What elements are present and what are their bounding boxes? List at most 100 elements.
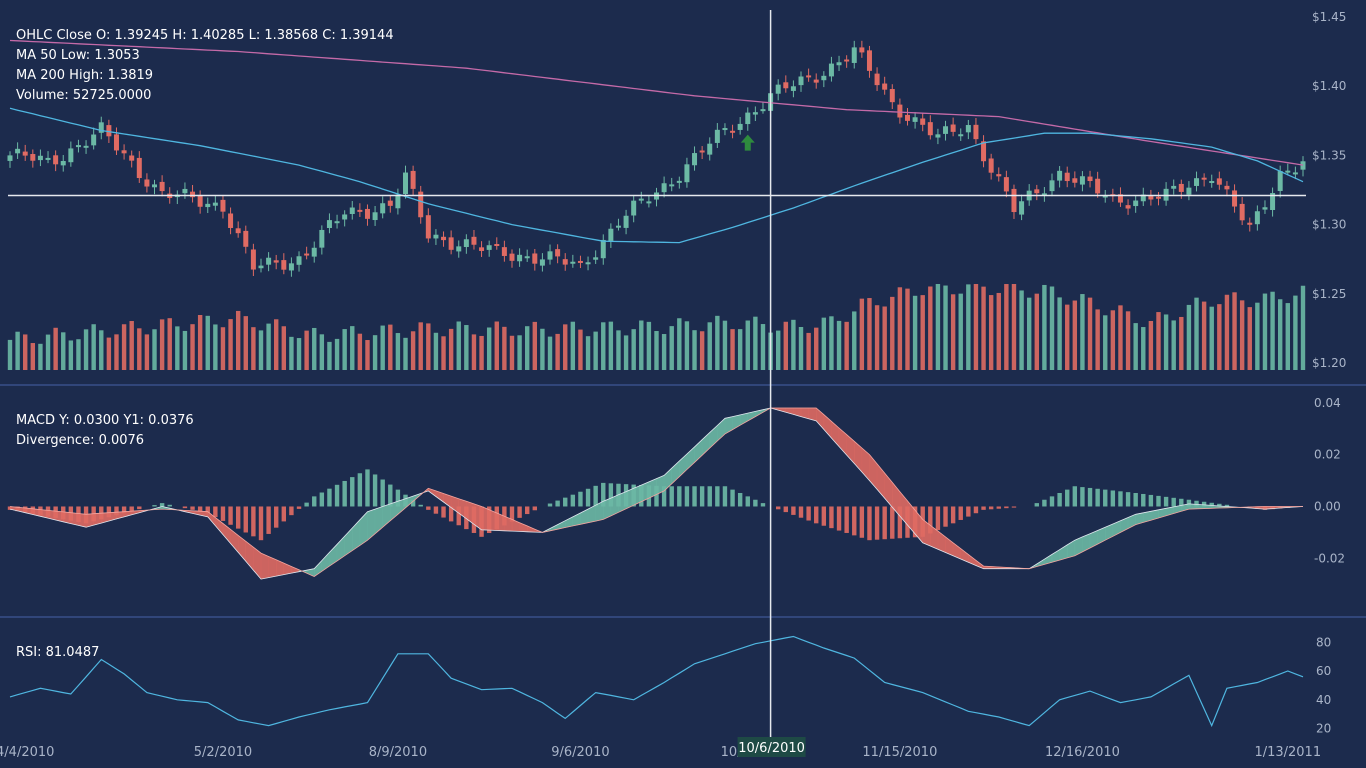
candle-body [509, 253, 515, 261]
divergence-bar [159, 503, 165, 507]
divergence-bar [121, 506, 127, 514]
macd-band [869, 454, 878, 490]
divergence-bar [532, 506, 538, 511]
volume-bar [760, 324, 766, 370]
candle-body [410, 170, 416, 189]
volume-bar [699, 331, 705, 370]
divergence-bar [357, 473, 363, 507]
candle-body [730, 130, 736, 133]
volume-bar [471, 334, 477, 370]
volume-bar [76, 339, 81, 370]
candle-body [661, 183, 667, 193]
price-axis-label: $1.35 [1312, 148, 1346, 162]
divergence-bar [814, 506, 819, 524]
volume-bar [61, 332, 66, 370]
volume-bar [829, 316, 834, 370]
candle-body [562, 259, 568, 265]
divergence-bar [312, 496, 317, 507]
divergence-bar [684, 486, 690, 507]
volume-bar [1277, 299, 1283, 370]
divergence-bar [699, 486, 705, 507]
rsi-axis-label: 80 [1316, 635, 1331, 649]
candle-body [30, 154, 36, 161]
candle-body [1239, 203, 1245, 221]
candle-body [981, 141, 987, 162]
candle-body [1125, 205, 1131, 209]
volume-bar [623, 335, 629, 370]
divergence-bar [791, 506, 796, 515]
divergence-bar [608, 483, 614, 507]
volume-bar [601, 322, 606, 370]
divergence-bar [1217, 503, 1222, 507]
volume-bar [905, 288, 910, 370]
volume-bar [1255, 302, 1260, 370]
candle-body [83, 145, 89, 148]
divergence-bar [852, 506, 857, 536]
ma50-readout: MA 50 Low: 1.3053 [16, 48, 140, 63]
volume-bar [1118, 305, 1123, 370]
divergence-bar [296, 506, 302, 509]
macd-band [230, 529, 239, 553]
candle-body [75, 145, 81, 148]
candle-body [874, 73, 880, 86]
candle-body [479, 247, 485, 251]
volume-bar [639, 320, 644, 370]
volume-bar [1072, 300, 1078, 370]
divergence-bar [730, 489, 735, 507]
divergence-bar [1148, 494, 1154, 507]
buy-arrow-icon [740, 134, 755, 151]
divergence-bar [1011, 506, 1017, 508]
divergence-bar [410, 499, 416, 507]
divergence-bar [760, 503, 766, 507]
volume-bar [175, 326, 180, 370]
volume-bar [1019, 290, 1024, 370]
candle-body [1034, 189, 1040, 194]
volume-bar [646, 321, 652, 370]
candle-body [1019, 201, 1025, 215]
divergence-bar [228, 506, 233, 525]
volume-bar [730, 329, 735, 370]
volume-bar [608, 321, 614, 370]
candle-body [334, 221, 340, 224]
candle-body [266, 257, 272, 265]
candle-body [326, 220, 332, 229]
macd-band [329, 543, 338, 567]
candle-body [136, 157, 142, 179]
volume-bar [1163, 314, 1169, 370]
volume-bar [578, 329, 583, 370]
candle-body [1216, 178, 1222, 185]
volume-bar [197, 314, 203, 370]
volume-bar [403, 337, 408, 370]
volume-bar [874, 305, 880, 370]
divergence-bar [555, 500, 560, 507]
divergence-bar [1118, 491, 1123, 507]
divergence-bar [1194, 500, 1199, 507]
volume-bar [654, 331, 659, 370]
volume-bar [334, 338, 340, 370]
volume-bar [1209, 306, 1214, 370]
volume-bar [243, 316, 248, 370]
macd-band [374, 506, 383, 535]
divergence-bar [745, 496, 750, 507]
macd-band [587, 504, 596, 523]
candle-body [1003, 177, 1009, 192]
candle-body [281, 260, 287, 270]
divergence-bar [1095, 488, 1100, 507]
candle-body [958, 134, 964, 137]
volume-bar [1103, 315, 1108, 370]
volume-bar [677, 318, 682, 370]
volume-bar [15, 331, 20, 370]
volume-bar [852, 311, 857, 370]
volume-bar [235, 310, 241, 370]
candle-body [882, 83, 888, 90]
candle-body [615, 225, 621, 228]
volume-bar [372, 335, 378, 370]
divergence-bar [152, 505, 157, 507]
divergence-bar [753, 499, 758, 507]
volume-bar [593, 331, 598, 370]
rsi-axis-label: 20 [1316, 722, 1331, 736]
volume-bar [616, 330, 621, 370]
candle-body [311, 247, 317, 257]
